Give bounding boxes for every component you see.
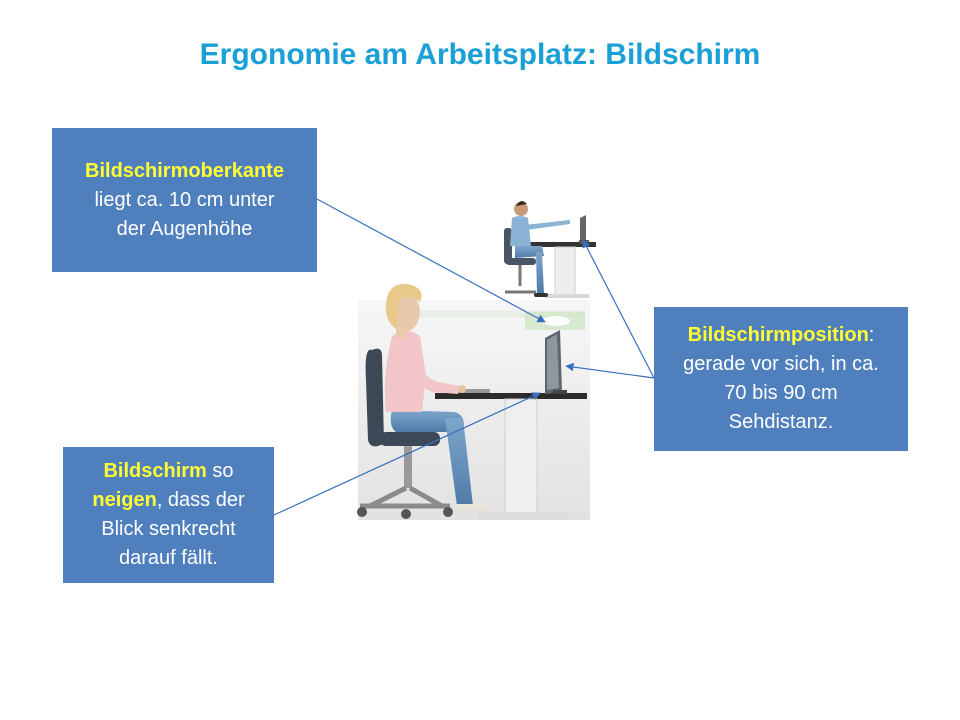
callout-highlight: neigen <box>92 489 157 511</box>
connector-bottom-left <box>273 392 541 516</box>
callout-screen-top-edge: Bildschirmoberkante liegt ca. 10 cm unte… <box>52 128 317 272</box>
callout-screen-tilt: Bildschirm so neigen, dass der Blick sen… <box>63 447 274 583</box>
callout-text: 70 bis 90 cm <box>724 382 838 404</box>
callout-highlight: Bildschirm <box>103 460 207 482</box>
callout-text: liegt ca. 10 cm unter <box>94 188 275 211</box>
callout-text: , dass der <box>156 489 245 511</box>
callout-text: der Augenhöhe <box>116 217 253 240</box>
large-seated-person <box>357 283 590 520</box>
callout-screen-position: Bildschirmposition: gerade vor sich, in … <box>654 307 908 451</box>
connector-right-distance <box>582 239 655 379</box>
page-title: Ergonomie am Arbeitsplatz: Bildschirm <box>199 38 761 71</box>
callout-text: : <box>868 324 875 346</box>
callout-text: Sehdistanz. <box>728 411 834 433</box>
connector-lines <box>273 198 655 516</box>
connector-right-monitor <box>565 362 655 379</box>
connector-top-left <box>316 198 546 323</box>
callout-text: gerade vor sich, in ca. <box>683 353 879 375</box>
small-seated-person <box>504 200 596 298</box>
callout-text: so <box>206 460 234 482</box>
callout-text: Blick senkrecht <box>101 518 236 540</box>
callout-text: darauf fällt. <box>119 547 218 569</box>
callout-highlight: Bildschirmoberkante <box>85 159 284 182</box>
callout-highlight: Bildschirmposition <box>687 324 869 346</box>
